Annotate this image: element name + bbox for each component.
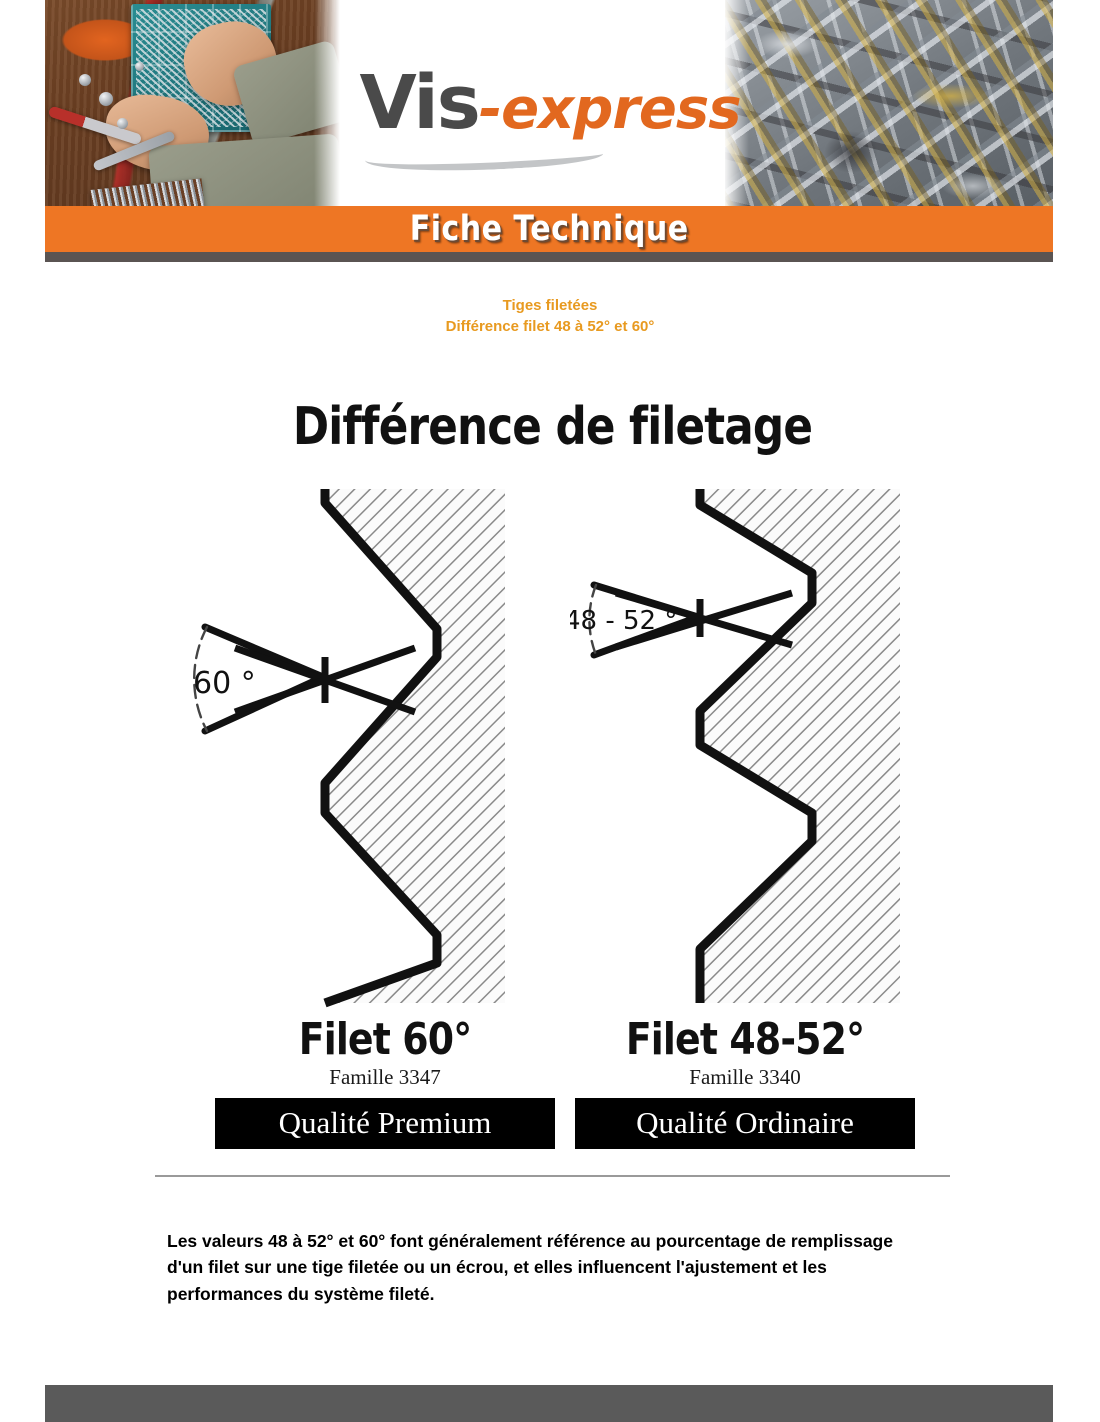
caption-family-48-52: Famille 3340 <box>689 1065 801 1090</box>
quality-badge-premium: Qualité Premium <box>215 1098 555 1150</box>
angle-label-48-52: 48 - 52 ° <box>570 606 677 636</box>
figure-bottom-rule <box>155 1175 950 1177</box>
screws-pile-photo <box>723 0 1053 206</box>
thread-profile-svg-60: 60 ° <box>193 488 505 1007</box>
screw-heap <box>723 0 1053 206</box>
logo-word-express: -express <box>478 77 742 142</box>
thread-crest-line-60 <box>320 488 442 1007</box>
body-paragraph: Les valeurs 48 à 52° et 60° font général… <box>167 1231 893 1304</box>
fiche-technique-banner: Fiche Technique <box>45 206 1053 252</box>
angle-label-60: 60 ° <box>193 666 256 701</box>
caption-family-60: Famille 3347 <box>329 1065 441 1090</box>
thread-diagram-48-52: 48 - 52 ° <box>570 481 930 1011</box>
subtitle-line-2: Différence filet 48 à 52° et 60° <box>445 317 655 335</box>
workbench-tools-photo <box>45 0 340 206</box>
document-subtitle: Tiges filetées Différence filet 48 à 52°… <box>0 296 1100 337</box>
page-footer-bar <box>45 1385 1053 1422</box>
angle-indicator-60 <box>193 623 417 735</box>
subtitle-line-1: Tiges filetées <box>502 297 598 314</box>
header-bottom-strip <box>45 252 1053 262</box>
fiche-technique-label: Fiche Technique <box>409 209 689 249</box>
thread-diagrams: 60 ° <box>155 481 950 1011</box>
logo-text: Vis-express <box>359 66 742 177</box>
hatched-material-60 <box>325 488 505 1003</box>
caption-title-48-52: Filet 48-52° <box>625 1013 865 1065</box>
angle-indicator-48-52 <box>588 581 794 659</box>
caption-filet-60: Filet 60° Famille 3347 Qualité Premium <box>215 1013 555 1150</box>
brand-logo: Vis-express <box>359 0 742 206</box>
logo-word-vis: Vis <box>359 60 480 146</box>
washer-4 <box>135 62 144 71</box>
page-header: Vis-express Fiche Technique <box>45 0 1053 262</box>
caption-title-60: Filet 60° <box>298 1013 472 1065</box>
caption-filet-48-52: Filet 48-52° Famille 3340 Qualité Ordina… <box>575 1013 915 1150</box>
thread-crest-line-48-52 <box>695 488 817 1003</box>
quality-badge-ordinaire: Qualité Ordinaire <box>575 1098 915 1150</box>
thread-diagram-60: 60 ° <box>175 481 535 1011</box>
thread-comparison-figure: Différence de filetage <box>155 400 950 1177</box>
thread-profile-svg-48-52: 48 - 52 ° <box>570 488 900 1003</box>
washer-3 <box>79 74 91 86</box>
diagram-captions: Filet 60° Famille 3347 Qualité Premium F… <box>155 1013 950 1177</box>
washer-1 <box>99 92 113 106</box>
washer-2 <box>117 118 128 129</box>
figure-title: Différence de filetage <box>292 397 813 457</box>
